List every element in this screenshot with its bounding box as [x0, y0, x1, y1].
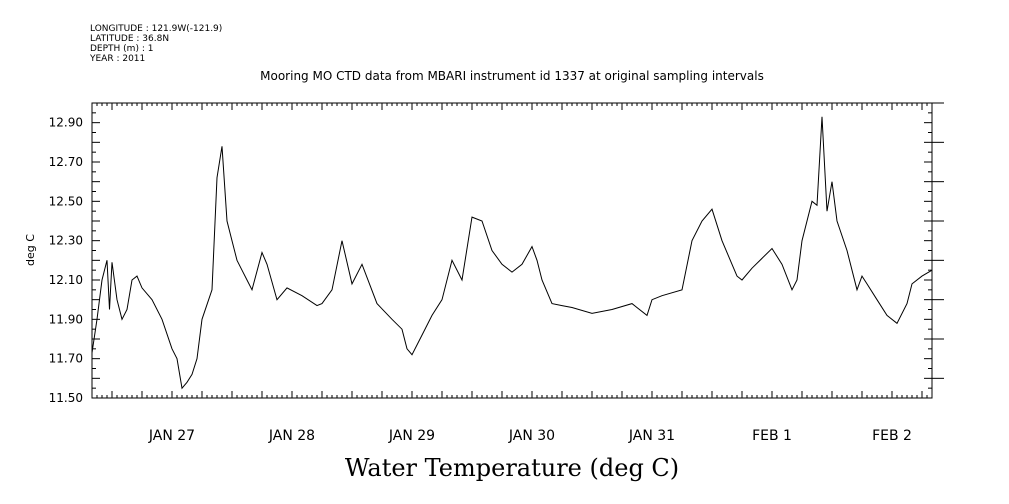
info-header: LONGITUDE : 121.9W(-121.9) LATITUDE : 36…: [89, 24, 222, 64]
x-axis-title: Water Temperature (deg C): [345, 454, 679, 482]
y-tick-labels: 11.50 11.70 11.90 12.10 12.30 12.50 12.70 12.90: [49, 116, 83, 405]
y-tick-label: 11.70: [49, 352, 83, 366]
y-axis-label: deg C: [24, 234, 37, 266]
plot-frame: [91, 102, 933, 399]
y-tick-label: 12.50: [49, 194, 83, 208]
x-day-label: JAN 27: [148, 428, 195, 444]
y-tick-label: 12.30: [49, 234, 83, 248]
x-day-label: FEB 1: [752, 428, 792, 444]
y-tick-label: 11.90: [49, 312, 83, 326]
x-day-label: JAN 30: [508, 428, 555, 444]
year-label: YEAR : 2011: [89, 54, 145, 64]
depth-label: DEPTH (m) : 1: [90, 44, 153, 54]
chart-title: Mooring MO CTD data from MBARI instrumen…: [260, 69, 764, 83]
y-tick-label: 12.10: [49, 273, 83, 287]
x-day-label: FEB 2: [872, 428, 912, 444]
day-labels: JAN 27 JAN 28 JAN 29 JAN 30 JAN 31 FEB 1 FEB 2: [148, 428, 912, 444]
y-tick-label: 12.90: [49, 116, 83, 130]
series-line-water-temperature: [91, 116, 933, 390]
longitude-label: LONGITUDE : 121.9W(-121.9): [90, 24, 222, 34]
y-tick-label: 11.50: [49, 391, 83, 405]
x-day-label: JAN 31: [628, 428, 675, 444]
y-tick-label: 12.70: [49, 155, 83, 169]
latitude-label: LATITUDE : 36.8N: [90, 34, 169, 44]
x-day-label: JAN 29: [388, 428, 435, 444]
x-day-label: JAN 28: [268, 428, 315, 444]
tick-layer: [91, 102, 944, 399]
